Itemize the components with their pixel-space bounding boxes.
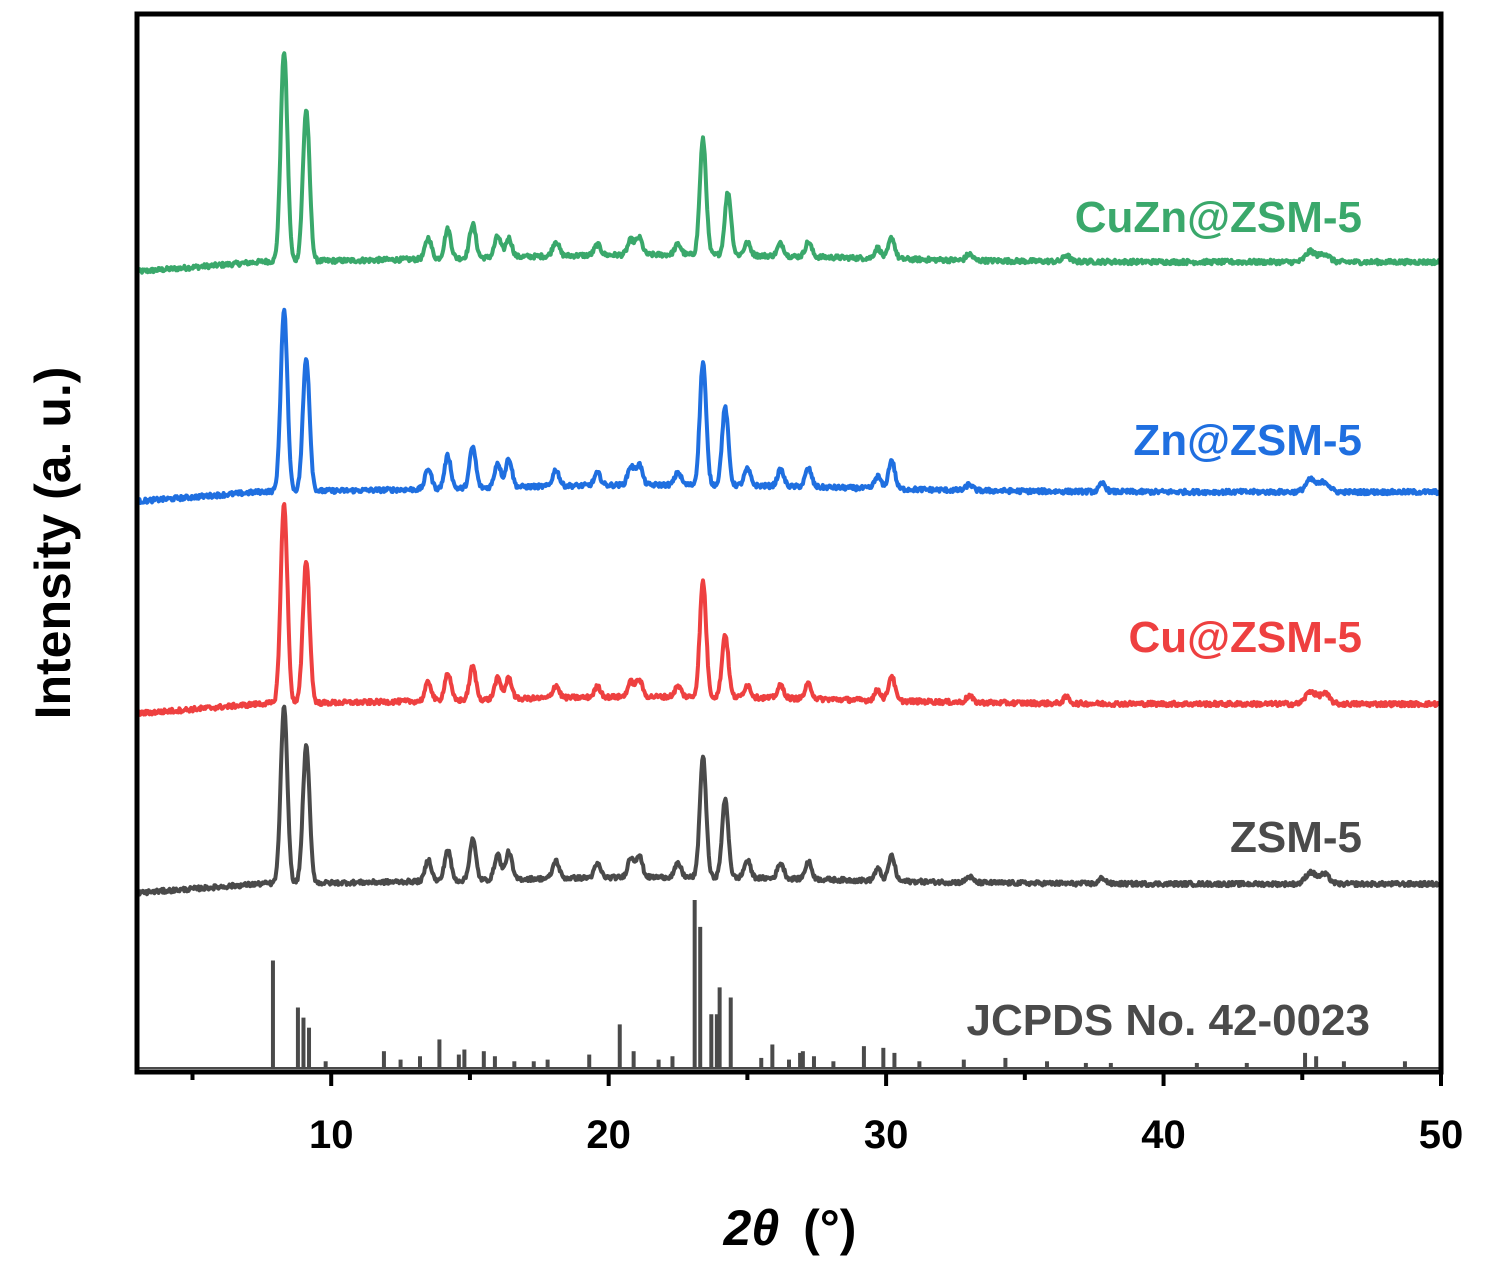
traces-layer (135, 51, 1443, 897)
reference-label: JCPDS No. 42-0023 (966, 996, 1370, 1045)
y-axis-title: Intensity (a. u.) (25, 367, 81, 720)
plot-frame (134, 11, 1444, 1075)
x-axis-title: 2θ (°) (723, 1200, 857, 1256)
x-axis-unit: (°) (803, 1200, 856, 1256)
series-label: ZSM-5 (1230, 813, 1362, 862)
x-tick-label: 40 (1141, 1113, 1186, 1157)
x-tick-label: 50 (1419, 1113, 1464, 1157)
series-line-zsm-5 (135, 704, 1443, 897)
series-line-zn-zsm-5 (135, 307, 1443, 505)
x-axis-symbol: 2θ (723, 1200, 780, 1256)
x-tick-label: 30 (864, 1113, 909, 1157)
series-label: Zn@ZSM-5 (1133, 416, 1362, 465)
x-tick-label: 10 (309, 1113, 354, 1157)
series-line-cu-zsm-5 (135, 502, 1442, 718)
reference-layer (137, 900, 1441, 1069)
series-label: CuZn@ZSM-5 (1075, 193, 1362, 242)
x-tick-label: 20 (586, 1113, 631, 1157)
series-labels: CuZn@ZSM-5 Zn@ZSM-5 Cu@ZSM-5 ZSM-5 JCPDS No.… (966, 193, 1370, 1045)
series-label: Cu@ZSM-5 (1128, 613, 1362, 662)
series-line-cuzn-zsm-5 (135, 51, 1442, 275)
x-axis-ticks: 10 20 30 40 50 (190, 1072, 1464, 1157)
